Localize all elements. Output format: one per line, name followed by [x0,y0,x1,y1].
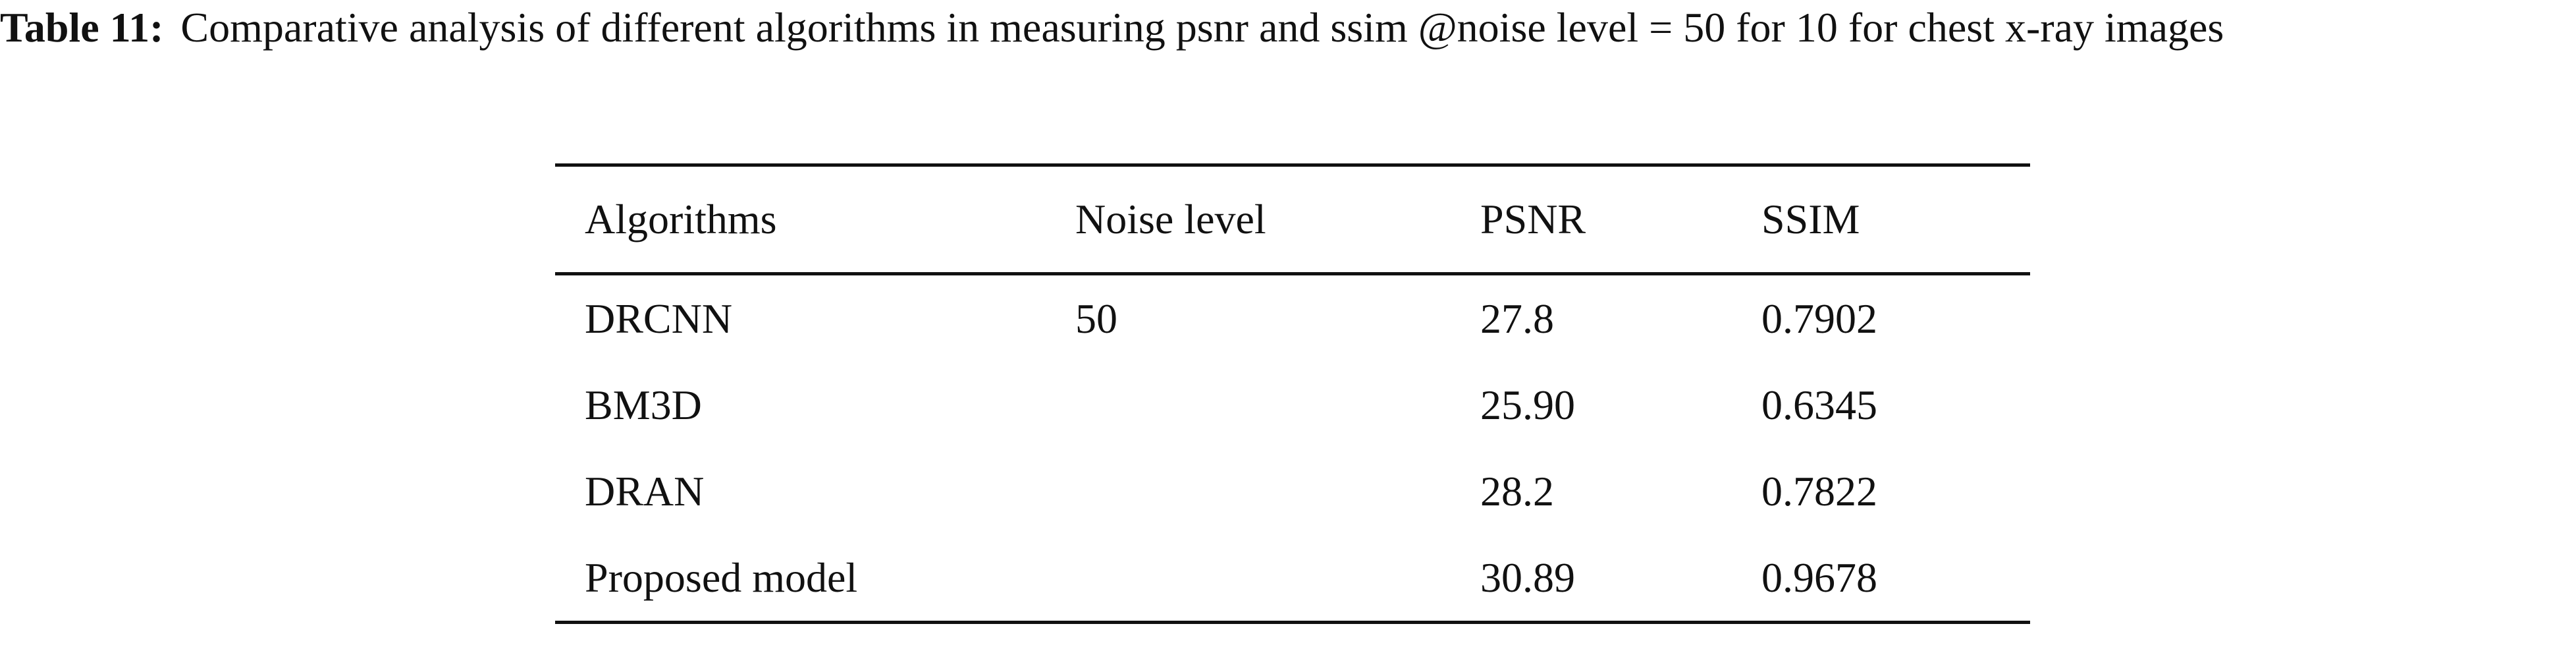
cell-psnr: 28.2 [1480,467,1554,515]
cell-noise-level [1075,362,1480,448]
table-row: Proposed model 30.89 0.9678 [555,534,2030,623]
cell-psnr: 25.90 [1480,381,1575,428]
cell-ssim: 0.7822 [1761,467,1877,515]
cell-psnr: 27.8 [1480,295,1554,342]
table-header-row: Algorithms Noise level PSNR SSIM [555,165,2030,274]
header-ssim: SSIM [1761,196,1860,242]
cell-algorithm: Proposed model [585,553,858,601]
header-psnr: PSNR [1480,196,1586,242]
caption-label: Table 11: [0,4,164,51]
cell-noise-level [1075,534,1480,623]
caption-text: Comparative analysis of different algori… [180,4,2224,51]
table-row: DRCNN 50 27.8 0.7902 [555,274,2030,362]
cell-algorithm: DRAN [585,467,705,515]
cell-algorithm: BM3D [585,381,702,428]
cell-algorithm: DRCNN [585,295,733,342]
header-algorithms: Algorithms [585,196,777,242]
table-row: BM3D 25.90 0.6345 [555,362,2030,448]
header-noise-level: Noise level [1075,196,1266,242]
cell-psnr: 30.89 [1480,553,1575,601]
table-container: Algorithms Noise level PSNR SSIM DRCNN 5… [555,163,2030,624]
cell-ssim: 0.9678 [1761,553,1877,601]
cell-ssim: 0.6345 [1761,381,1877,428]
comparison-table: Algorithms Noise level PSNR SSIM DRCNN 5… [555,163,2030,624]
table-caption: Table 11: Comparative analysis of differe… [0,0,2576,54]
cell-noise-level: 50 [1075,295,1117,342]
table-row: DRAN 28.2 0.7822 [555,448,2030,534]
cell-ssim: 0.7902 [1761,295,1877,342]
cell-noise-level [1075,448,1480,534]
